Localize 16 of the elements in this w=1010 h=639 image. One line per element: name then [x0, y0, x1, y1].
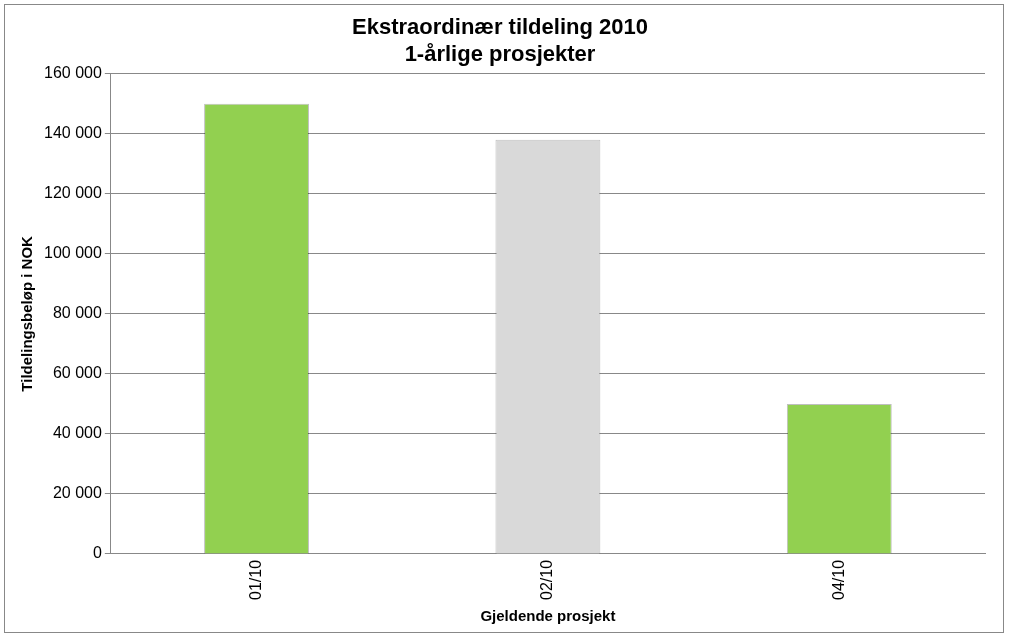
- y-tick-label: 140 000: [43, 124, 102, 142]
- y-tick-label: 60 000: [52, 364, 102, 382]
- y-tick-label: 100 000: [43, 244, 102, 262]
- y-tick-label: 120 000: [43, 184, 102, 202]
- y-tick-label: 40 000: [52, 424, 102, 442]
- chart-title: Ekstraordinær tildeling 2010: [352, 14, 648, 40]
- y-tick-label: 80 000: [52, 304, 102, 322]
- x-tick-label: 01/10: [246, 559, 264, 601]
- chart-subtitle: 1-årlige prosjekter: [404, 40, 596, 66]
- y-tick-label: 20 000: [52, 484, 102, 502]
- y-tick-label: 0: [92, 544, 102, 562]
- y-axis-title: Tildelingsbeløp i NOK: [18, 235, 36, 392]
- x-tick-label: 04/10: [829, 559, 847, 601]
- y-tick-label: 160 000: [43, 64, 102, 82]
- x-tick-label: 02/10: [538, 559, 556, 601]
- x-axis-title: Gjeldende prosjekt: [480, 607, 616, 625]
